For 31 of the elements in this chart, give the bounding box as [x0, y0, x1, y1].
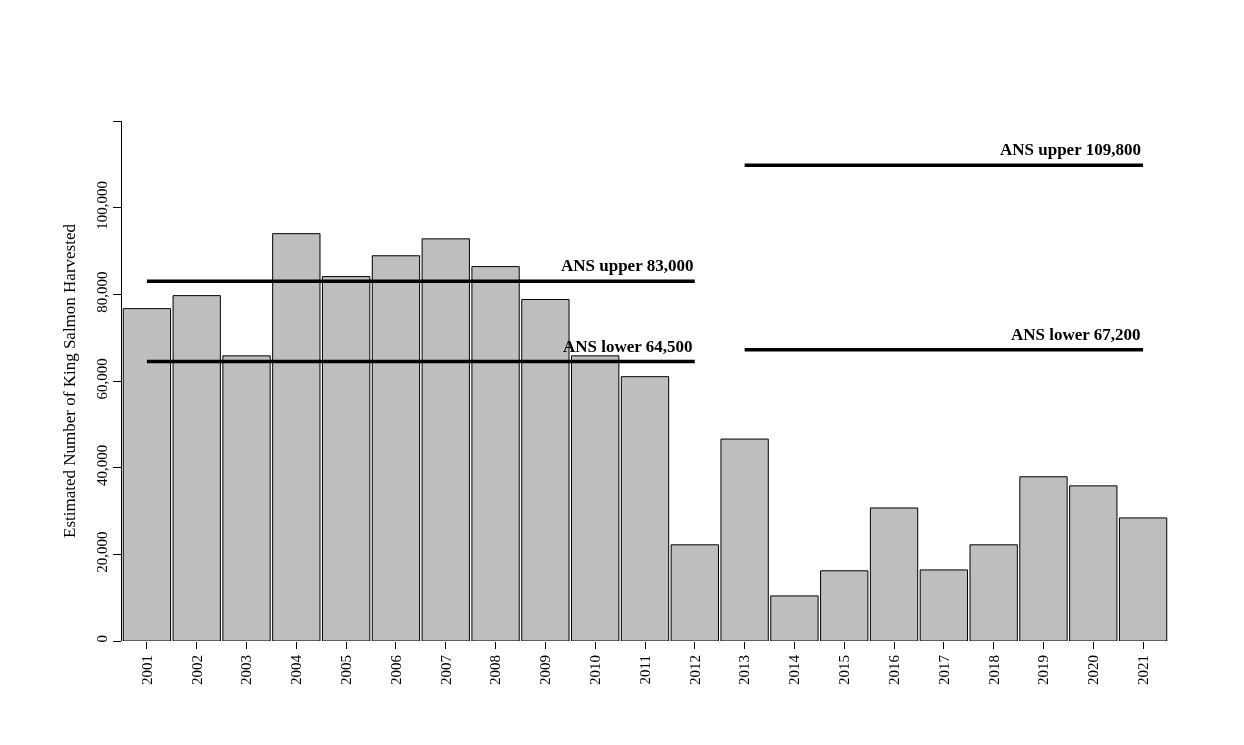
series-label: ANS lower 67,200: [1011, 325, 1141, 344]
series-label: ANS upper 109,800: [1000, 140, 1141, 159]
y-tick-label: 100,000: [94, 181, 110, 230]
x-tick-label: 2006: [387, 654, 404, 685]
x-tick-label: 2008: [487, 655, 504, 685]
x-tick-label: 2010: [587, 655, 604, 685]
x-tick-label: 2007: [437, 654, 454, 685]
y-axis-title: Estimated Number of King Salmon Harvested: [59, 223, 79, 538]
x-tick-label: 2011: [636, 655, 653, 685]
y-tick-label: 0: [94, 635, 110, 643]
x-tick-label: 2003: [238, 655, 255, 685]
series-label: ANS upper 83,000: [561, 256, 694, 275]
x-tick-label: 2019: [1035, 655, 1052, 685]
x-tick-label: 2021: [1134, 655, 1151, 685]
x-tick-label: 2001: [138, 655, 155, 685]
x-tick-label: 2016: [885, 654, 902, 685]
x-tick-label: 2005: [338, 655, 355, 685]
x-tick-label: 2012: [686, 655, 703, 685]
x-tick-label: 2009: [537, 655, 554, 685]
x-tick-label: 2013: [736, 655, 753, 685]
x-tick-label: 2014: [786, 654, 803, 685]
y-tick-label: 60,000: [94, 358, 110, 400]
x-tick-label: 2018: [985, 655, 1002, 685]
x-tick-label: 2015: [836, 655, 853, 685]
x-tick-label: 2002: [188, 655, 205, 685]
y-tick-label: 80,000: [94, 271, 110, 313]
x-tick-label: 2017: [935, 654, 952, 685]
x-tick-label: 2004: [288, 654, 305, 685]
y-tick-label: 20,000: [94, 531, 110, 573]
x-tick-label: 2020: [1085, 655, 1102, 685]
y-tick-label: 40,000: [94, 444, 110, 487]
